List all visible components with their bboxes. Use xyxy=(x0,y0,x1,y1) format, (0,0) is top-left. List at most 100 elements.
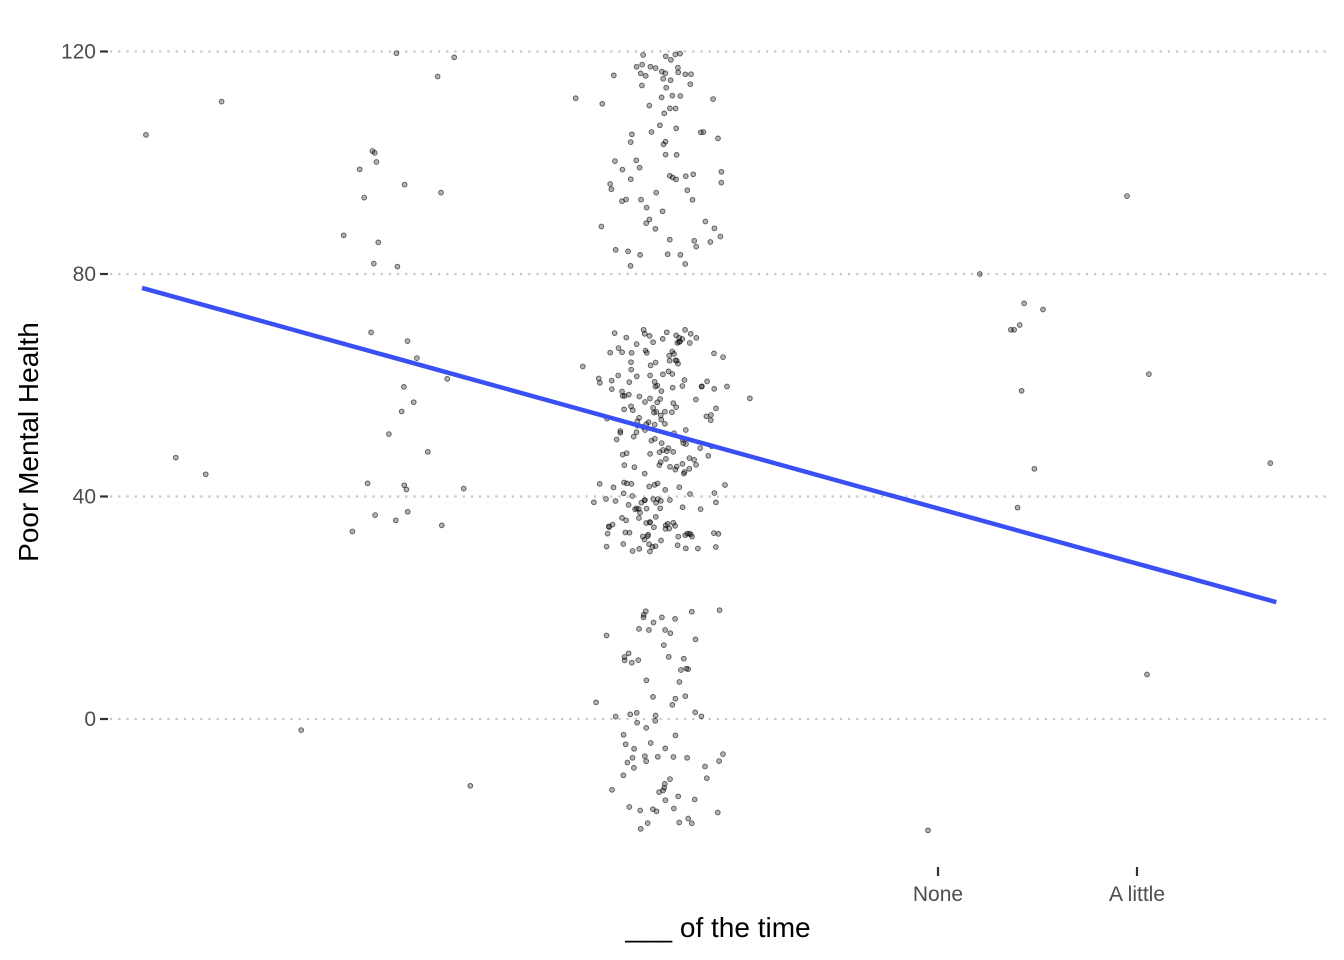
data-point xyxy=(657,412,664,419)
data-point xyxy=(682,327,688,333)
data-point xyxy=(356,166,363,173)
data-point xyxy=(676,484,683,491)
data-point xyxy=(650,404,656,411)
data-point xyxy=(698,713,705,720)
data-point xyxy=(386,431,392,437)
data-point xyxy=(666,236,673,243)
data-point xyxy=(662,408,668,415)
data-point xyxy=(682,693,689,700)
data-point xyxy=(401,181,408,188)
data-point xyxy=(652,718,659,724)
data-points xyxy=(143,50,1274,834)
data-point xyxy=(643,349,650,356)
data-point xyxy=(686,455,693,461)
y-axis-ticks: 0 40 80 120 xyxy=(61,41,108,731)
data-point xyxy=(657,122,663,129)
data-point xyxy=(720,751,726,757)
data-point xyxy=(667,105,673,112)
data-point xyxy=(647,740,654,746)
data-point xyxy=(629,493,636,499)
data-point xyxy=(652,359,659,366)
data-point xyxy=(615,345,622,351)
data-point xyxy=(693,462,699,468)
data-point xyxy=(642,753,648,760)
data-point xyxy=(643,758,650,765)
data-point xyxy=(398,408,405,415)
data-point xyxy=(662,70,669,77)
data-point xyxy=(613,436,620,443)
data-point xyxy=(636,393,643,400)
data-point xyxy=(653,189,660,196)
data-point xyxy=(617,428,624,434)
data-point xyxy=(648,129,655,135)
data-point xyxy=(665,368,672,375)
data-point xyxy=(684,187,691,194)
data-point xyxy=(713,499,719,506)
data-point xyxy=(690,171,697,178)
data-point xyxy=(628,366,635,373)
data-point xyxy=(673,176,679,183)
data-point xyxy=(660,75,667,82)
data-point xyxy=(637,252,643,258)
data-point xyxy=(643,220,650,227)
data-point xyxy=(667,463,673,470)
data-point xyxy=(624,480,630,487)
data-point xyxy=(637,807,644,814)
data-point xyxy=(679,504,686,511)
data-point xyxy=(702,218,709,225)
data-point xyxy=(626,529,633,536)
data-point xyxy=(631,464,638,471)
data-point xyxy=(661,781,668,787)
data-point xyxy=(626,379,633,385)
data-point xyxy=(646,216,653,223)
data-point xyxy=(659,208,666,215)
data-point xyxy=(1031,465,1038,472)
data-point xyxy=(654,753,661,760)
data-point xyxy=(608,186,615,193)
data-point xyxy=(718,168,725,175)
data-point xyxy=(610,484,617,491)
data-point xyxy=(703,775,710,782)
data-point xyxy=(669,409,675,416)
data-point xyxy=(683,665,690,672)
data-point xyxy=(675,793,682,800)
data-point xyxy=(645,419,652,426)
data-point xyxy=(646,102,653,109)
data-point xyxy=(349,528,356,535)
data-point xyxy=(647,548,653,555)
data-point xyxy=(364,480,371,487)
data-point xyxy=(712,544,719,550)
data-point xyxy=(699,383,705,390)
data-point xyxy=(666,357,673,364)
data-point xyxy=(668,56,674,63)
data-point xyxy=(1124,193,1130,199)
data-point xyxy=(625,650,632,657)
data-point xyxy=(652,65,659,71)
data-point xyxy=(695,545,701,552)
data-point xyxy=(717,233,724,240)
data-point xyxy=(720,354,726,360)
data-point xyxy=(663,84,670,91)
data-point xyxy=(664,251,671,258)
data-point xyxy=(598,223,605,230)
data-point xyxy=(697,506,704,512)
data-point xyxy=(361,194,368,201)
y-tick-label: 0 xyxy=(84,708,96,731)
data-point xyxy=(599,100,606,107)
data-point xyxy=(639,61,646,68)
data-point xyxy=(925,827,931,834)
data-point xyxy=(711,350,717,357)
data-point xyxy=(675,69,682,76)
data-point xyxy=(617,429,624,436)
data-point xyxy=(677,251,684,258)
data-point xyxy=(673,125,680,132)
data-point xyxy=(702,763,708,770)
data-point xyxy=(976,271,983,277)
data-point xyxy=(679,461,686,467)
data-point xyxy=(656,462,663,468)
data-point xyxy=(628,403,634,410)
data-point xyxy=(627,176,634,183)
data-point xyxy=(1040,306,1046,313)
data-point xyxy=(677,50,683,57)
data-point xyxy=(670,449,677,455)
